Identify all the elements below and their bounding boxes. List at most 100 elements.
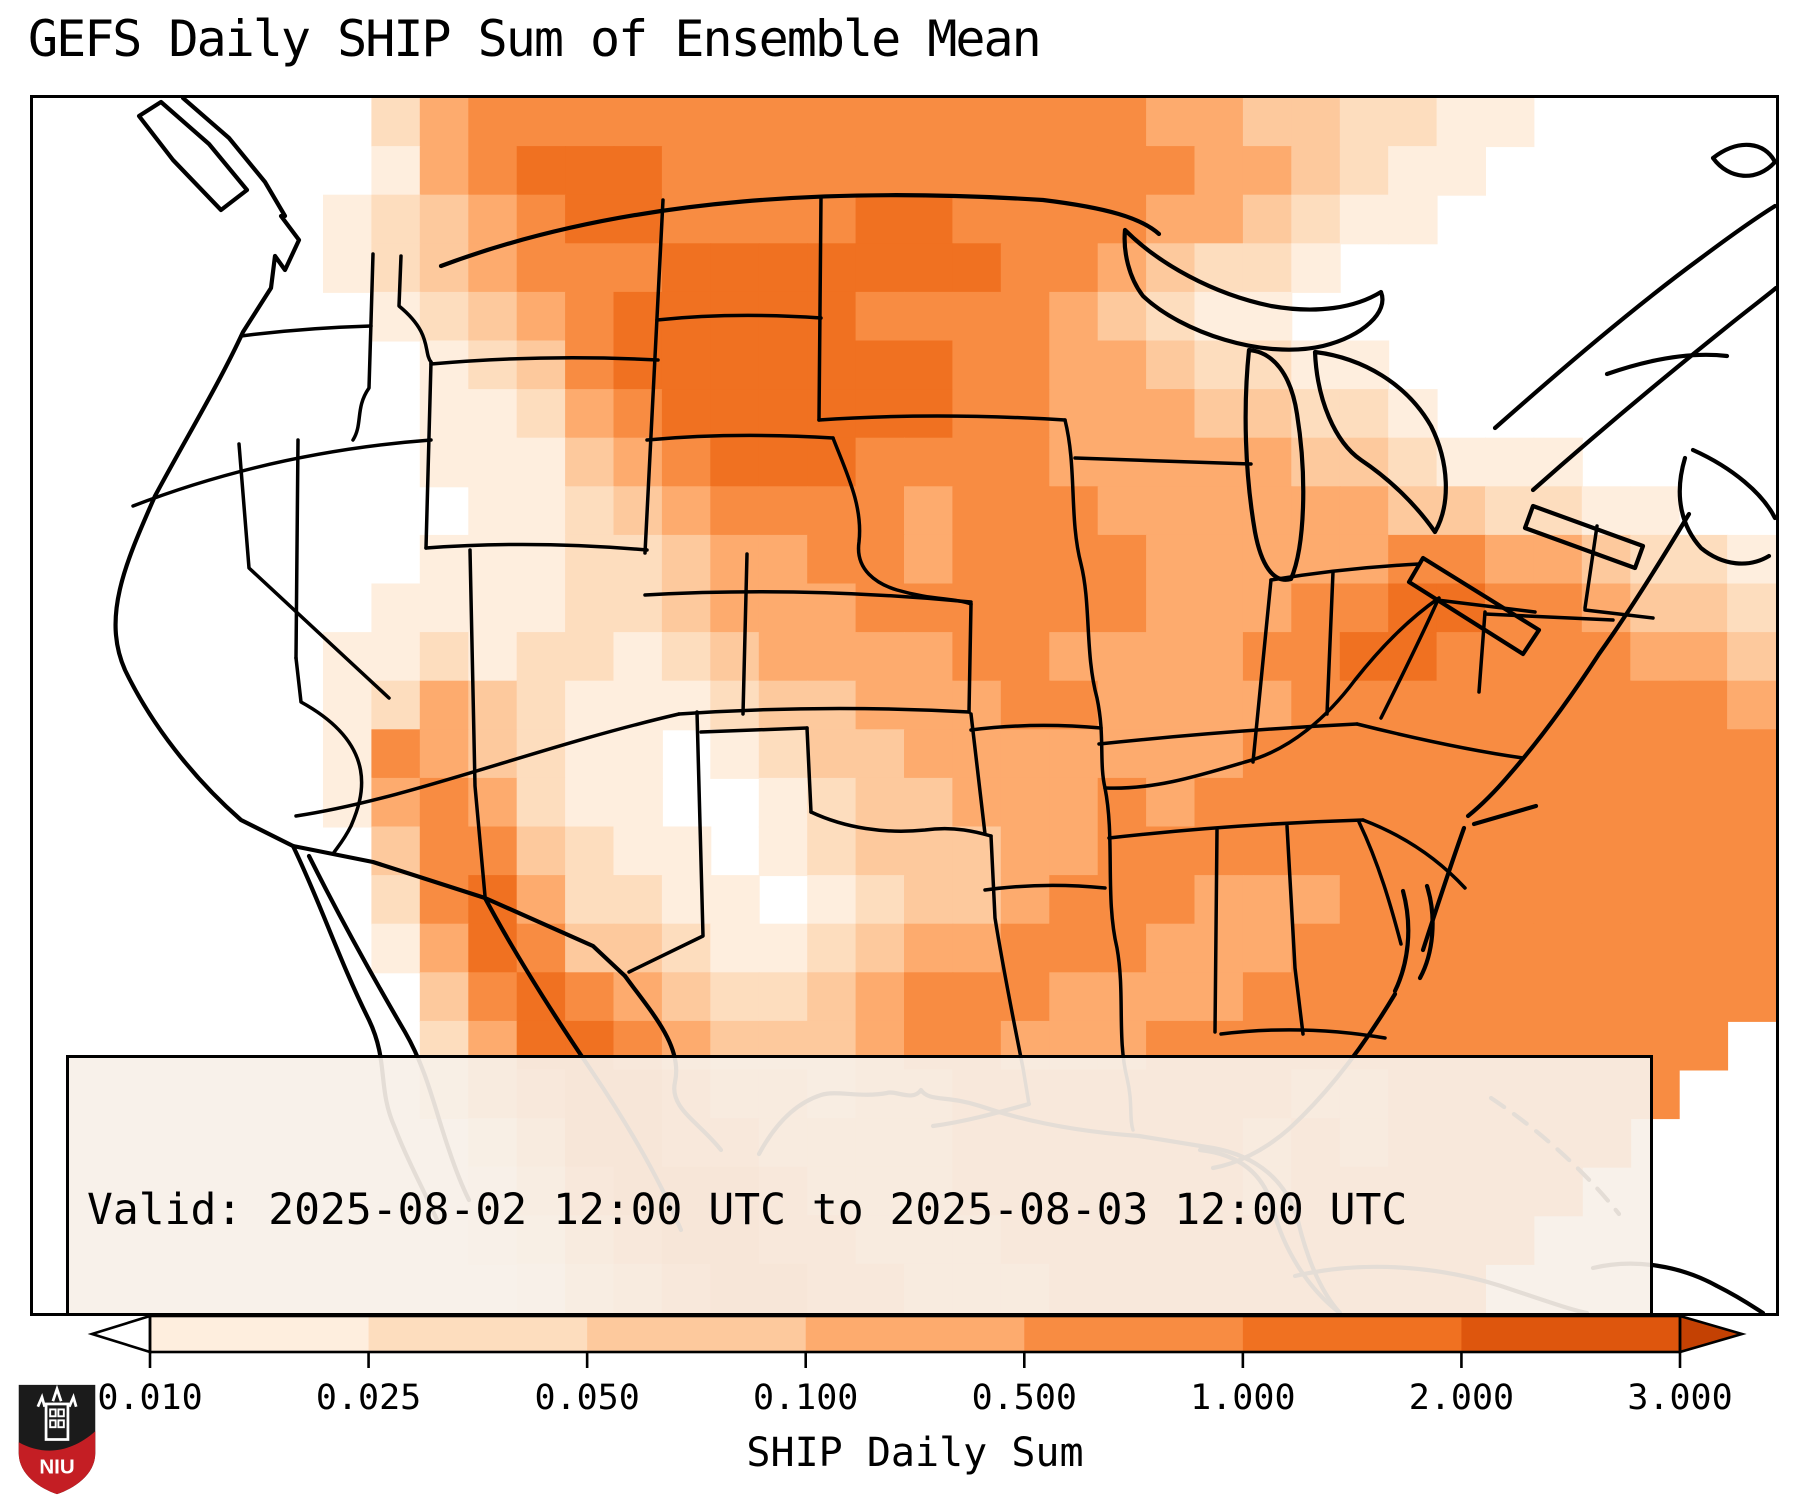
heatmap-cell (1678, 632, 1729, 682)
border-ok-ar (969, 712, 987, 836)
heatmap-cell (1485, 680, 1535, 731)
border-al-ga (1285, 824, 1305, 1036)
heatmap-cell (613, 437, 663, 488)
heatmap-cell (904, 729, 954, 779)
heatmap-cell (1630, 777, 1680, 828)
border-oh-pa (1477, 610, 1487, 694)
heatmap-cell (1242, 146, 1293, 196)
heatmap-cell (1097, 632, 1148, 682)
heatmap-cell (904, 437, 954, 488)
heatmap-cell (1581, 923, 1632, 974)
heatmap-cell (565, 826, 615, 877)
border-id-mt (397, 254, 433, 364)
heatmap-cell (904, 923, 954, 974)
heatmap-cell (1388, 437, 1438, 488)
border-tn-south (1107, 818, 1365, 840)
heatmap-cell (710, 534, 760, 585)
heatmap-cell (1097, 243, 1148, 293)
heatmap-cell (952, 486, 1002, 536)
path-lake-superior (1122, 227, 1385, 352)
niu-logo: NIU (18, 1384, 96, 1495)
border-fl-north (1219, 1028, 1387, 1040)
heatmap-cell (855, 875, 905, 925)
border-nm-tx (627, 710, 705, 974)
heatmap-cell (516, 146, 567, 196)
heatmap-cell (1146, 632, 1196, 682)
colorbar-tick-label: 0.100 (753, 1378, 859, 1418)
heatmap-cell (1097, 98, 1148, 148)
heatmap-cell (516, 98, 567, 148)
colorbar-tick-label: 0.050 (534, 1378, 640, 1418)
heatmap-cell (1678, 1020, 1729, 1071)
heatmap-cell (371, 923, 421, 974)
heatmap-cell (661, 98, 712, 148)
heatmap-cell (758, 437, 809, 488)
heatmap-cell (1291, 146, 1341, 196)
heatmap-cell (516, 583, 567, 634)
heatmap-cell (1339, 875, 1390, 925)
page-title: GEFS Daily SHIP Sum of Ensemble Mean (28, 10, 1042, 68)
heatmap-cell (1146, 340, 1196, 391)
heatmap-cell (952, 534, 1002, 585)
path-long-island (1471, 803, 1539, 827)
heatmap-cell (904, 291, 954, 342)
heatmap-cell (1146, 389, 1196, 439)
heatmap-cell (855, 923, 905, 974)
heatmap-cell (1146, 972, 1196, 1022)
heatmap-cell (419, 875, 470, 925)
border-wy-west (424, 360, 433, 550)
border-pa-south (1435, 598, 1537, 614)
heatmap-cell (1146, 146, 1196, 196)
heatmap-cell (710, 437, 760, 488)
heatmap-cell (661, 972, 712, 1022)
heatmap-cell (1049, 389, 1099, 439)
heatmap-cell (1291, 194, 1341, 245)
heatmap-cell (1194, 875, 1244, 925)
heatmap-cell (1097, 729, 1148, 779)
heatmap-cell (1194, 291, 1244, 342)
heatmap-cell (661, 437, 712, 488)
heatmap-cell (1000, 146, 1051, 196)
heatmap-cell (758, 729, 809, 779)
heatmap-cell (1000, 729, 1051, 779)
heatmap-cell (371, 146, 421, 196)
heatmap-cell (1727, 583, 1776, 634)
heatmap-cell (468, 583, 518, 634)
heatmap-cell (516, 243, 567, 293)
heatmap-cell (1000, 340, 1051, 391)
heatmap-cell (371, 875, 421, 925)
path-nj-coast (1420, 825, 1467, 953)
heatmap-cell (1727, 632, 1776, 682)
heatmap-cell (1533, 777, 1583, 828)
heatmap-cell (661, 826, 712, 877)
heatmap-cell (1049, 291, 1099, 342)
heatmap-cell (1146, 486, 1196, 536)
path-nova-scotia (1677, 447, 1776, 566)
heatmap-cell (1000, 194, 1051, 245)
heatmap-cell (1049, 923, 1099, 974)
heatmap-cell (565, 534, 615, 585)
path-st-lawrence-south-shore (1530, 285, 1776, 493)
heatmap-cell (952, 437, 1002, 488)
heatmap-cell (1000, 291, 1051, 342)
heatmap-cell (468, 389, 518, 439)
border-ar-la (983, 883, 1107, 892)
heatmap-cell (613, 389, 663, 439)
heatmap-cell (516, 534, 567, 585)
colorbar-under-arrow (87, 1314, 152, 1354)
heatmap-cell (468, 340, 518, 391)
border-ks-ok-37n (677, 706, 971, 716)
border-ohio-river (1103, 596, 1441, 790)
heatmap-cell (1630, 826, 1680, 877)
heatmap-cell (516, 437, 567, 488)
heatmap-cell (1485, 632, 1535, 682)
heatmap-cell (758, 243, 809, 293)
heatmap-cell (1097, 340, 1148, 391)
heatmap-cell (1727, 729, 1776, 779)
border-wi-il (1073, 456, 1253, 466)
heatmap-cell (855, 826, 905, 877)
heatmap-cell (1049, 972, 1099, 1022)
heatmap-cell (516, 826, 567, 877)
heatmap-cell (807, 826, 857, 877)
border-nc-sc (1361, 818, 1467, 890)
